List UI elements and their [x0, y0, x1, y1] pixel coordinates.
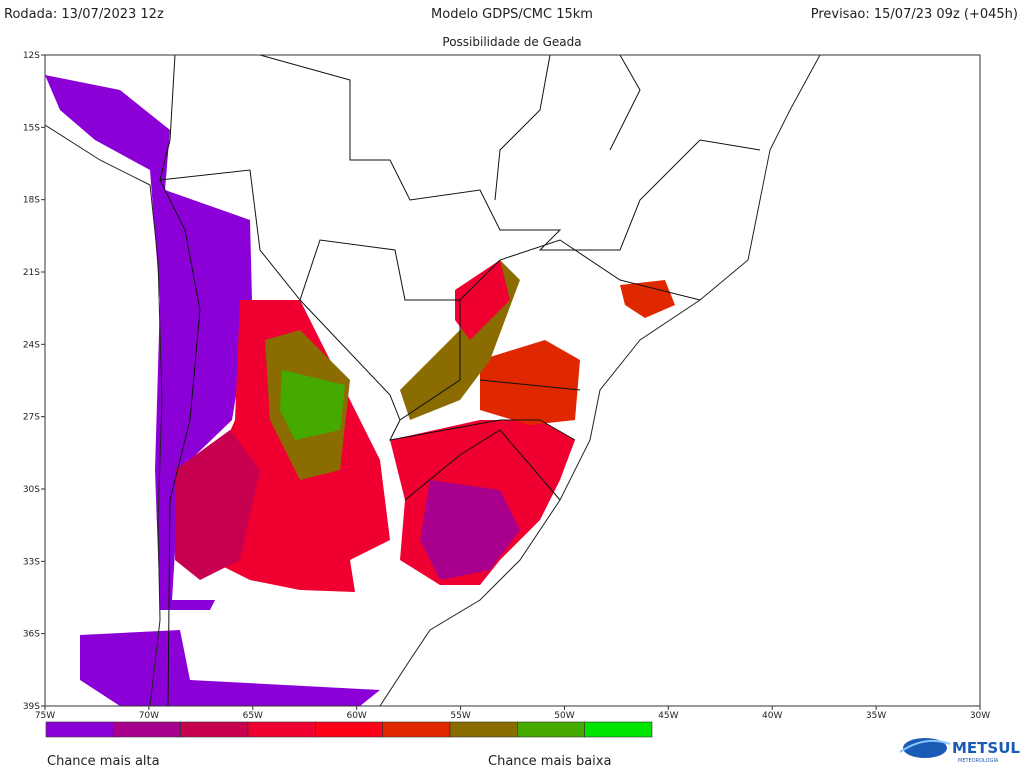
lon-label: 75W [35, 711, 55, 721]
logo-tagline: METEOROLOGIA [958, 758, 999, 764]
lat-labels: 12S 15S 18S 21S 24S 27S 30S 33S 36S 39S [23, 51, 45, 712]
mid-chance-area [175, 430, 260, 580]
map-subtitle: Possibilidade de Geada [442, 35, 581, 49]
lon-labels: 75W 70W 65W 60W 55W 50W 45W 40W 35W 30W [35, 706, 990, 721]
mid-chance-area [480, 340, 580, 425]
colorbar-swatch [315, 721, 383, 738]
lat-label: 39S [23, 702, 40, 712]
colorbar-swatch [382, 721, 451, 738]
lat-label: 30S [23, 485, 40, 495]
map-frame [44, 54, 981, 707]
colorbar-swatch [449, 721, 518, 738]
mid-chance-area [455, 260, 510, 340]
high-chance-area [420, 480, 520, 580]
colorbar-swatch [517, 721, 585, 738]
high-chance-area [45, 75, 252, 610]
colorbar-swatch [113, 721, 181, 738]
lon-label: 35W [866, 711, 886, 721]
logo: METSUL METEOROLOGIA [899, 738, 1020, 764]
lat-label: 36S [23, 630, 40, 640]
lat-label: 12S [23, 51, 40, 61]
border [299, 299, 561, 501]
lon-label: 55W [450, 711, 470, 721]
high-chance-label: Chance mais alta [47, 754, 160, 769]
logo-swoosh [899, 739, 951, 753]
lat-label: 18S [23, 196, 40, 206]
border [159, 54, 201, 707]
lon-label: 60W [346, 711, 366, 721]
lat-label: 27S [23, 413, 40, 423]
model-label: Modelo GDPS/CMC 15km [431, 7, 593, 22]
lat-label: 24S [23, 340, 40, 350]
logo-name: METSUL [952, 739, 1020, 757]
mid-chance-area [620, 280, 675, 318]
low-chance-label: Chance mais baixa [488, 754, 611, 769]
run-label: Rodada: 13/07/2023 12z [4, 7, 164, 22]
lat-label: 21S [23, 268, 40, 278]
lon-label: 45W [658, 711, 678, 721]
logo-globe [903, 738, 947, 758]
lat-label: 15S [23, 123, 40, 133]
colorbar-swatch [247, 721, 316, 738]
frost-field [45, 75, 675, 706]
lon-label: 50W [554, 711, 574, 721]
lon-label: 65W [243, 711, 263, 721]
coastline [379, 54, 821, 707]
lat-label: 33S [23, 557, 40, 567]
border [259, 54, 761, 391]
colorbar-swatch [584, 721, 653, 738]
border [159, 169, 576, 441]
lon-label: 70W [139, 711, 159, 721]
lon-label: 30W [970, 711, 990, 721]
lowest-chance-area [280, 370, 345, 440]
boundaries [44, 54, 821, 707]
lon-label: 40W [762, 711, 782, 721]
colorbar [45, 721, 653, 738]
forecast-label: Previsao: 15/07/23 09z (+045h) [811, 7, 1018, 22]
coastline [44, 124, 163, 707]
high-chance-area [80, 630, 380, 706]
colorbar-swatch [45, 721, 114, 738]
colorbar-swatch [180, 721, 249, 738]
